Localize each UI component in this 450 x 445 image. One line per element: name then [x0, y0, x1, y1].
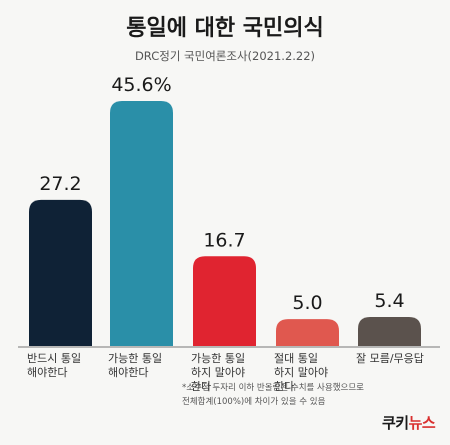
category-label-2: 가능한 통일 해야한다 — [108, 352, 163, 379]
footnote: *소수점 두자리 이하 반올림된 수치를 사용했으므로 전체합계(100%)에 … — [182, 383, 364, 407]
bar-value-label-5: 5.4 — [374, 290, 404, 312]
chart-subtitle: DRC정기 국민여론조사(2021.2.22) — [134, 49, 316, 63]
bar-1 — [29, 199, 92, 346]
bar-5 — [358, 316, 421, 346]
category-label-3: 가능한 통일 하지 말아야 한다 — [191, 352, 246, 393]
category-label-1: 반드시 통일 해야한다 — [27, 352, 82, 379]
bar-3 — [193, 256, 256, 346]
bar-value-label-2: 45.6% — [111, 74, 171, 96]
bar-value-label-4: 5.0 — [292, 292, 322, 314]
category-label-4: 절대 통일 하지 말아야 한다 — [274, 352, 329, 393]
brand-part2: 뉴스 — [408, 414, 436, 432]
brand-part1: 쿠키 — [382, 414, 409, 432]
brand-logo: 쿠키뉴스 — [382, 412, 436, 433]
chart-title: 통일에 대한 국민의식 — [126, 16, 324, 41]
bar-2 — [110, 101, 173, 346]
category-label-5: 잘 모름/무응답 — [356, 352, 424, 365]
bar-4 — [276, 319, 339, 346]
bar-value-label-1: 27.2 — [39, 173, 81, 195]
bar-value-label-3: 16.7 — [203, 229, 245, 251]
